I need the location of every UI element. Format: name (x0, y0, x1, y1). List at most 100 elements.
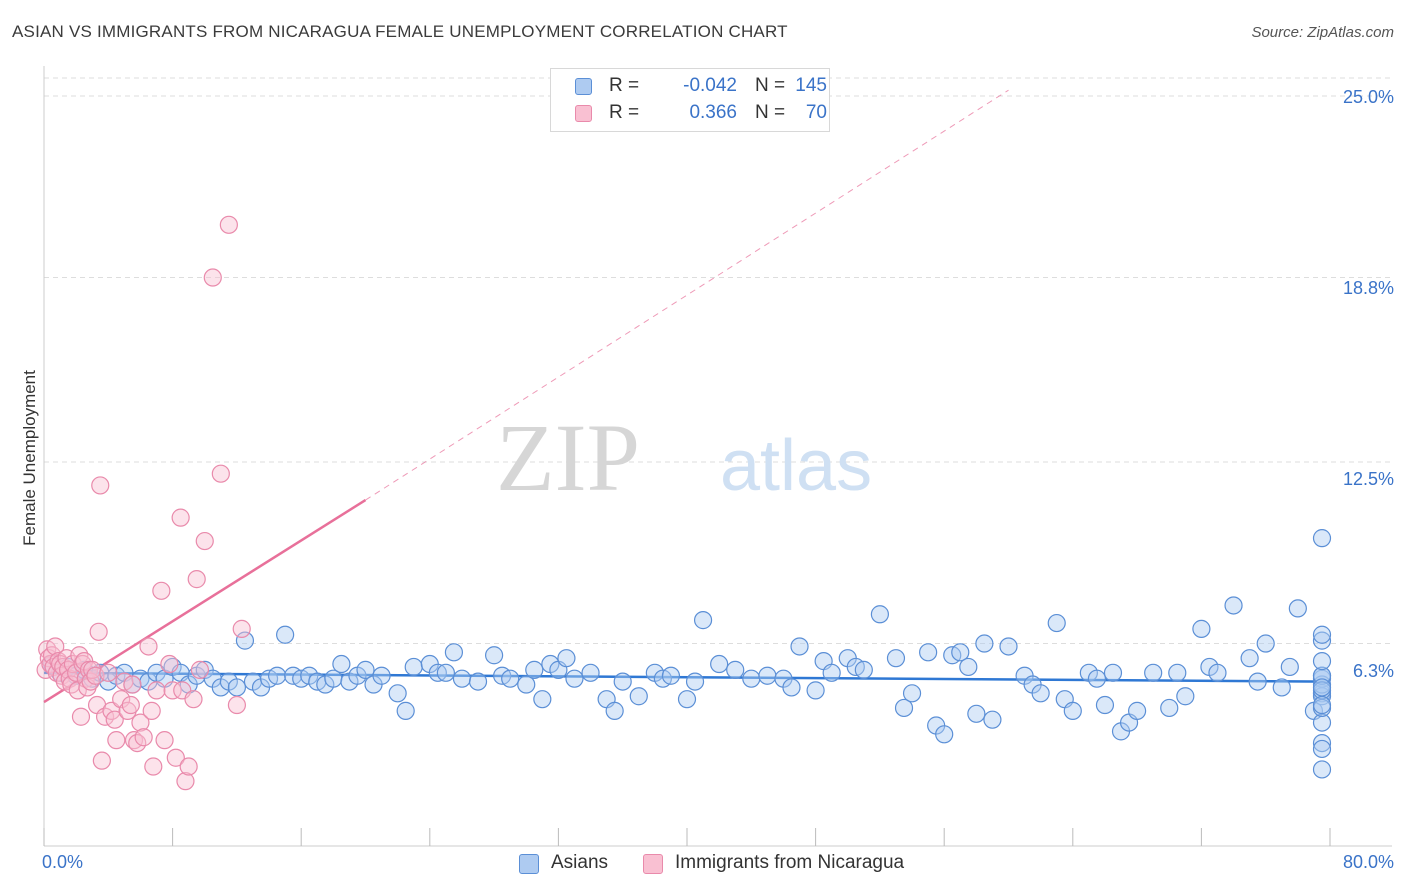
asian-point (1192, 619, 1211, 638)
asian-point (782, 678, 801, 697)
asian-point (935, 725, 954, 744)
chart-title: ASIAN VS IMMIGRANTS FROM NICARAGUA FEMAL… (12, 22, 788, 41)
asian-point (1248, 672, 1267, 691)
nicaragua-point (107, 731, 126, 750)
asian-point (710, 654, 729, 674)
nicaragua-point (142, 701, 161, 720)
asian-point (501, 669, 520, 688)
asian-point (726, 660, 745, 679)
nicaragua-point (134, 728, 153, 747)
asian-point (1127, 701, 1147, 720)
asian-point (1176, 687, 1195, 706)
r-value: 0.366 (689, 102, 737, 123)
nicaragua-point (152, 581, 171, 600)
asian-point (894, 698, 914, 718)
y-tick-label-25: 25.0% (1342, 87, 1394, 107)
asian-point (605, 701, 624, 720)
asian-point (356, 660, 375, 679)
nicaragua-point (147, 681, 166, 700)
asian-point (661, 666, 681, 685)
nicaragua-point (179, 757, 198, 776)
asian-point (436, 663, 455, 682)
nicaragua-swatch (575, 105, 592, 122)
nicaragua-point (195, 531, 214, 551)
asian-point (629, 687, 648, 706)
nicaragua-point (184, 690, 203, 709)
asian-point (1240, 649, 1259, 668)
nicaragua-point (155, 731, 174, 750)
asian-point (967, 704, 986, 723)
asian-point (758, 666, 777, 685)
asian-point (404, 657, 423, 677)
n-label: N = (755, 102, 786, 123)
x-tick-label-max: 80.0% (1342, 852, 1394, 872)
asian-point (902, 684, 922, 703)
asian-point (1288, 599, 1307, 618)
asian-point (1312, 625, 1332, 644)
nicaragua-point (203, 268, 222, 287)
asian-point (790, 637, 809, 656)
asian-point (999, 637, 1018, 656)
asian-point (388, 684, 407, 703)
nicaragua-point (160, 654, 179, 674)
asian-point (276, 625, 295, 644)
asian-point (1312, 631, 1332, 650)
nicaragua-legend-swatch (643, 854, 663, 874)
nicaragua-point (112, 690, 131, 709)
nicaragua-point (227, 695, 246, 715)
asian-point (1047, 613, 1066, 633)
asian-point (525, 660, 544, 679)
nicaragua-point (131, 713, 150, 732)
nicaragua-point (144, 757, 163, 776)
asian-point (1168, 663, 1187, 682)
watermark-zip: ZIP (496, 404, 640, 511)
asian-point (468, 672, 488, 691)
asian-legend-label: Asians (551, 852, 609, 873)
r-label: R = (609, 102, 640, 123)
asian-point (677, 690, 697, 709)
nicaragua-point (139, 637, 158, 656)
nicaragua-point (89, 622, 108, 641)
asian-point (581, 663, 600, 682)
y-tick-label-6-3: 6.3% (1352, 661, 1394, 681)
trendlines (43, 89, 1331, 704)
nicaragua-point (166, 748, 185, 767)
asian-point (332, 654, 351, 674)
asian-point (444, 643, 464, 662)
asian-point (1312, 652, 1332, 671)
nicaragua-point (105, 710, 124, 729)
asian-legend-swatch (519, 854, 539, 874)
nicaragua-point (91, 476, 110, 495)
asian-point (1256, 634, 1275, 653)
asian-point (685, 672, 705, 691)
asian-point (951, 643, 970, 662)
asian-point (959, 657, 978, 677)
nicaragua-point (190, 660, 210, 679)
n-value: 145 (795, 75, 827, 96)
nicaragua-legend-label: Immigrants from Nicaragua (675, 852, 905, 873)
asian-point (1312, 529, 1332, 548)
asian-point (806, 681, 825, 700)
nicaragua-point (163, 681, 182, 700)
asian-point (886, 649, 906, 668)
asian-point (1312, 695, 1332, 715)
asian-point (975, 634, 994, 653)
asian-point (919, 643, 938, 662)
nicaragua-point (219, 215, 238, 234)
nicaragua-point (81, 672, 100, 691)
asian-point (1160, 698, 1179, 718)
nicaragua-point (99, 663, 118, 682)
nicaragua-point (232, 619, 251, 638)
asian-point (235, 631, 255, 650)
nicaragua-point (71, 707, 91, 726)
asian-point (1280, 657, 1299, 677)
n-label: N = (755, 75, 786, 96)
asian-point (1087, 669, 1107, 688)
asian-point (1312, 678, 1332, 697)
y-tick-label-12-5: 12.5% (1342, 469, 1394, 489)
asian-point (1208, 663, 1227, 682)
asian-point (1031, 684, 1050, 703)
asian-point (517, 675, 536, 694)
asian-point (1103, 663, 1123, 682)
